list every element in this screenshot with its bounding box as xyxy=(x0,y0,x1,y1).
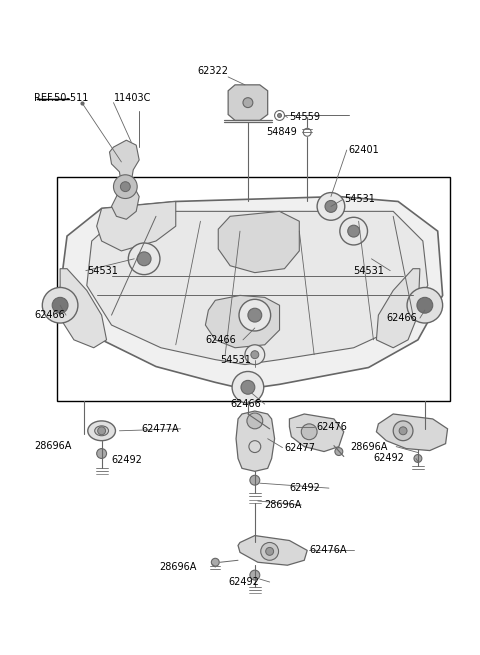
Text: 11403C: 11403C xyxy=(113,93,151,103)
Circle shape xyxy=(97,427,106,435)
Text: 62466: 62466 xyxy=(230,399,261,409)
Circle shape xyxy=(247,413,263,429)
Polygon shape xyxy=(236,411,275,472)
Circle shape xyxy=(52,297,68,313)
Circle shape xyxy=(248,309,262,322)
Polygon shape xyxy=(376,414,447,451)
Circle shape xyxy=(393,421,413,441)
Text: 62492: 62492 xyxy=(228,577,259,587)
Polygon shape xyxy=(96,202,176,251)
Ellipse shape xyxy=(95,426,108,436)
Ellipse shape xyxy=(88,421,116,441)
Circle shape xyxy=(241,381,255,394)
Text: 62477: 62477 xyxy=(285,443,315,453)
Circle shape xyxy=(301,424,317,440)
Text: 54531: 54531 xyxy=(87,266,118,276)
Circle shape xyxy=(335,447,343,455)
Circle shape xyxy=(250,570,260,580)
Text: REF.50-511: REF.50-511 xyxy=(35,93,89,103)
Text: 62492: 62492 xyxy=(373,453,404,464)
Text: 28696A: 28696A xyxy=(264,500,302,510)
Text: 62476: 62476 xyxy=(316,422,347,432)
Circle shape xyxy=(239,299,271,331)
Text: 62466: 62466 xyxy=(386,313,417,323)
Text: 54531: 54531 xyxy=(344,195,375,204)
Circle shape xyxy=(251,350,259,359)
Text: 28696A: 28696A xyxy=(35,441,72,451)
Text: 62466: 62466 xyxy=(35,310,65,320)
Polygon shape xyxy=(376,269,420,348)
Circle shape xyxy=(243,98,253,107)
Text: 62492: 62492 xyxy=(111,455,143,466)
Text: 54531: 54531 xyxy=(220,354,251,365)
Polygon shape xyxy=(60,269,107,348)
Circle shape xyxy=(120,181,130,192)
Text: 62466: 62466 xyxy=(205,335,236,345)
Text: 62322: 62322 xyxy=(197,66,228,76)
Circle shape xyxy=(317,193,345,220)
Circle shape xyxy=(399,427,407,435)
Polygon shape xyxy=(87,212,428,365)
Circle shape xyxy=(113,175,137,198)
Text: 28696A: 28696A xyxy=(351,441,388,451)
Text: 62477A: 62477A xyxy=(141,424,179,434)
Circle shape xyxy=(261,542,278,560)
Polygon shape xyxy=(109,140,139,219)
Polygon shape xyxy=(205,295,279,348)
Polygon shape xyxy=(218,212,300,272)
Text: 62401: 62401 xyxy=(349,145,380,155)
Circle shape xyxy=(42,288,78,323)
Polygon shape xyxy=(228,85,268,121)
Circle shape xyxy=(348,225,360,237)
Circle shape xyxy=(407,288,443,323)
Circle shape xyxy=(245,345,264,365)
Text: 62492: 62492 xyxy=(289,483,320,493)
Text: 54849: 54849 xyxy=(266,127,297,138)
Circle shape xyxy=(232,371,264,403)
Circle shape xyxy=(266,548,274,555)
Circle shape xyxy=(277,113,281,117)
Circle shape xyxy=(414,455,422,462)
Circle shape xyxy=(250,476,260,485)
Bar xyxy=(57,177,450,401)
Text: 62476A: 62476A xyxy=(309,546,347,555)
Circle shape xyxy=(340,217,368,245)
Circle shape xyxy=(96,449,107,458)
Polygon shape xyxy=(238,536,307,565)
Polygon shape xyxy=(60,196,443,389)
Circle shape xyxy=(128,243,160,274)
Circle shape xyxy=(211,558,219,566)
Text: 28696A: 28696A xyxy=(159,562,196,572)
Text: 54531: 54531 xyxy=(354,266,384,276)
Circle shape xyxy=(325,200,337,212)
Circle shape xyxy=(137,252,151,266)
Circle shape xyxy=(417,297,433,313)
Polygon shape xyxy=(289,414,344,451)
Text: 54559: 54559 xyxy=(289,113,321,122)
